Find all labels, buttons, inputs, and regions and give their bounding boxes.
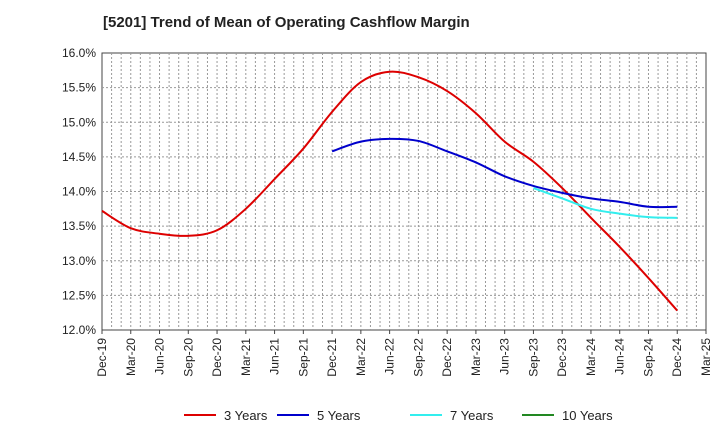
x-tick-label: Sep-24 [641, 338, 655, 377]
x-tick-label: Jun-20 [153, 338, 167, 375]
x-tick-label: Jun-24 [613, 338, 627, 375]
series-line-3-years [101, 70, 678, 312]
chart-title: [5201] Trend of Mean of Operating Cashfl… [103, 14, 470, 31]
x-tick-label: Dec-21 [325, 338, 339, 377]
x-tick-label: Jun-22 [383, 338, 397, 375]
x-tick-label: Sep-23 [526, 338, 540, 377]
y-tick-label: 16.0% [62, 46, 96, 60]
x-tick-label: Mar-24 [584, 338, 598, 376]
series-line-5-years [331, 137, 678, 209]
y-tick-label: 12.5% [62, 288, 96, 302]
x-tick-label: Dec-20 [210, 338, 224, 377]
x-tick-label: Dec-24 [670, 338, 684, 377]
x-tick-label: Sep-20 [181, 338, 195, 377]
y-tick-label: 12.0% [62, 323, 96, 337]
x-tick-label: Mar-23 [469, 338, 483, 376]
series-line-7-years [533, 187, 678, 219]
x-tick-label: Mar-25 [699, 338, 713, 376]
x-tick-label: Dec-19 [95, 338, 109, 377]
legend-label: 10 Years [562, 408, 613, 423]
y-tick-label: 14.5% [62, 150, 96, 164]
y-tick-label: 14.0% [62, 185, 96, 199]
x-tick-label: Sep-21 [296, 338, 310, 377]
legend-label: 5 Years [317, 408, 361, 423]
x-tick-label: Dec-22 [440, 338, 454, 377]
legend-label: 7 Years [450, 408, 494, 423]
legend-label: 3 Years [224, 408, 268, 423]
x-tick-label: Mar-21 [239, 338, 253, 376]
x-tick-label: Dec-23 [555, 338, 569, 377]
y-tick-label: 15.5% [62, 81, 96, 95]
x-tick-label: Jun-23 [498, 338, 512, 375]
y-tick-label: 13.0% [62, 254, 96, 268]
x-tick-label: Jun-21 [268, 338, 282, 375]
y-tick-label: 15.0% [62, 115, 96, 129]
x-tick-label: Mar-22 [354, 338, 368, 376]
x-tick-label: Sep-22 [411, 338, 425, 377]
x-tick-label: Mar-20 [124, 338, 138, 376]
y-tick-label: 13.5% [62, 219, 96, 233]
